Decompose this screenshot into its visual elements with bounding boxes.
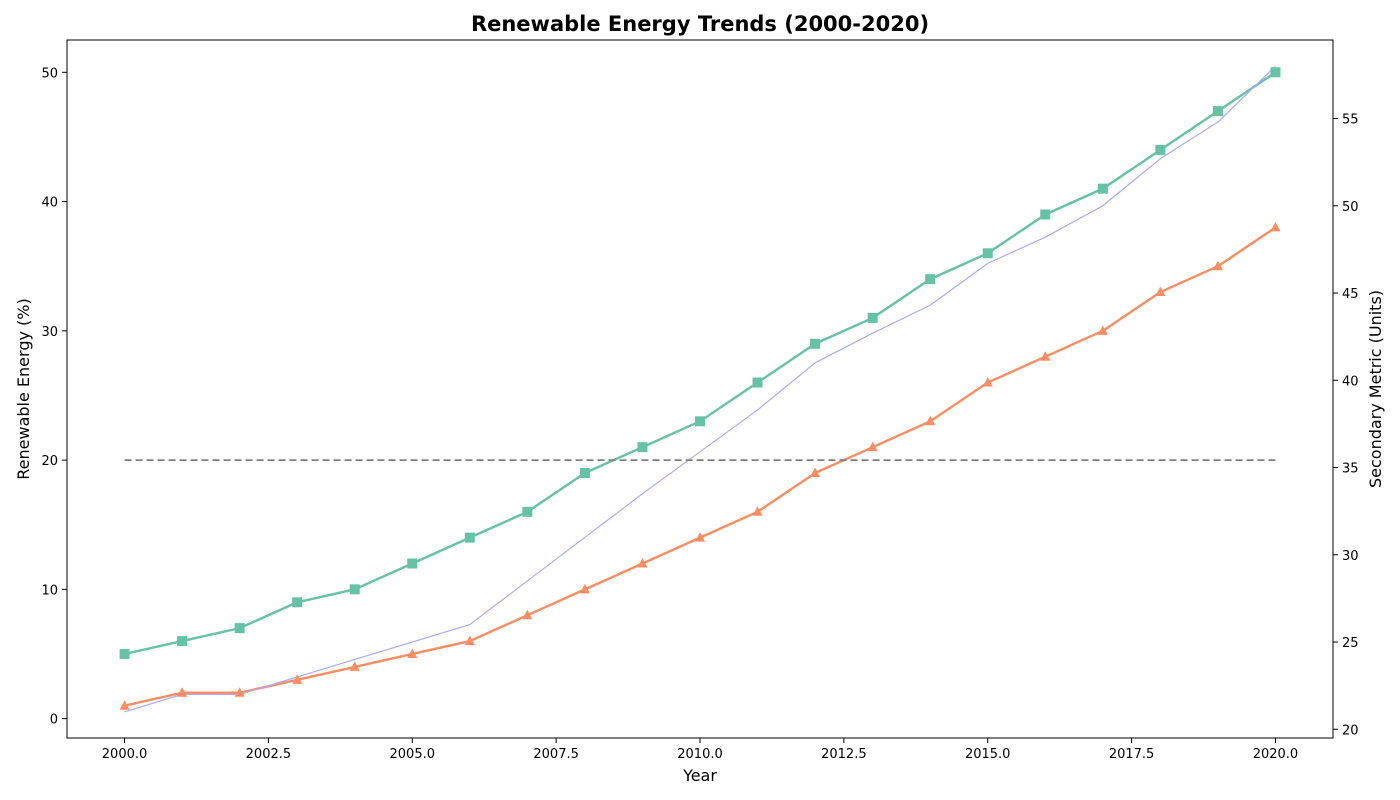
y2-tick-label-4: 40: [1342, 374, 1359, 389]
y-tick-label-2: 20: [41, 454, 58, 469]
y2-tick-label-1: 25: [1342, 636, 1359, 651]
marker-s0-19: [1212, 106, 1223, 117]
marker-s1-5: [407, 648, 418, 658]
marker-s1-17: [1097, 325, 1108, 335]
marker-s0-15: [982, 248, 993, 259]
y2-axis-label: Secondary Metric (Units): [1366, 290, 1385, 488]
marker-s0-20: [1270, 67, 1281, 78]
marker-s1-8: [579, 583, 590, 594]
x-tick-label-8: 2020.0: [1253, 747, 1299, 762]
marker-s1-7: [522, 609, 533, 620]
y-tick-label-1: 10: [41, 583, 58, 598]
marker-s1-6: [464, 635, 475, 646]
marker-s0-1: [177, 636, 188, 647]
marker-s0-7: [522, 506, 533, 517]
x-axis-label: Year: [682, 766, 717, 785]
marker-s0-17: [1097, 183, 1108, 194]
marker-s1-10: [695, 532, 705, 542]
marker-s0-16: [1040, 209, 1051, 220]
marker-s0-5: [407, 558, 418, 569]
y2-tick-label-3: 35: [1342, 462, 1359, 477]
y-ticks: 0 10 20 30 40 50: [41, 66, 67, 728]
series-line-2: [124, 65, 1276, 713]
y2-tick-label-5: 45: [1342, 287, 1359, 302]
y2-tick-label-6: 50: [1342, 200, 1359, 215]
marker-s1-12: [810, 467, 821, 478]
markers: [119, 67, 1281, 710]
marker-s1-4: [349, 661, 360, 671]
y-tick-label-5: 50: [41, 66, 58, 81]
marker-s0-18: [1155, 144, 1166, 155]
x-tick-label-2: 2005.0: [390, 747, 436, 762]
marker-s1-20: [1270, 221, 1281, 232]
marker-s1-9: [637, 558, 648, 568]
marker-s1-13: [867, 441, 878, 452]
y-tick-label-4: 40: [41, 196, 58, 211]
marker-s1-11: [752, 506, 763, 516]
x-tick-label-3: 2007.5: [533, 747, 579, 762]
marker-s1-3: [292, 674, 303, 684]
marker-s0-2: [234, 623, 245, 634]
y2-tick-label-7: 55: [1342, 113, 1359, 128]
x-tick-label-1: 2002.5: [246, 747, 292, 762]
marker-s0-8: [579, 468, 590, 479]
marker-s0-13: [867, 312, 878, 323]
marker-s0-3: [292, 597, 303, 608]
marker-s0-10: [695, 416, 705, 427]
marker-s1-19: [1212, 260, 1223, 271]
marker-s0-9: [637, 442, 648, 453]
marker-s0-12: [810, 338, 821, 349]
y-tick-label-0: 0: [50, 713, 58, 728]
marker-s0-0: [119, 648, 130, 659]
x-tick-label-0: 2000.0: [102, 747, 148, 762]
marker-s0-6: [464, 532, 475, 543]
marker-s0-14: [925, 274, 936, 285]
x-tick-label-7: 2017.5: [1109, 747, 1155, 762]
y2-ticks: 20 25 30 35 40 45 50 55: [1333, 113, 1359, 738]
x-tick-label-4: 2010.0: [677, 747, 723, 762]
chart-title: Renewable Energy Trends (2000-2020): [471, 12, 929, 36]
marker-s1-1: [177, 687, 188, 697]
x-tick-label-5: 2012.5: [821, 747, 867, 762]
y-axis-label: Renewable Energy (%): [14, 298, 33, 479]
marker-s1-14: [925, 415, 936, 426]
marker-s1-16: [1040, 351, 1051, 361]
marker-s0-11: [752, 377, 763, 388]
y2-tick-label-0: 20: [1342, 723, 1359, 738]
y2-tick-label-2: 30: [1342, 549, 1359, 564]
x-ticks: 2000.0 2002.5 2005.0 2007.5 2010.0 2012.5 2015…: [102, 738, 1298, 762]
marker-s0-4: [349, 584, 360, 595]
marker-s1-0: [119, 700, 130, 710]
y-tick-label-3: 30: [41, 325, 58, 340]
marker-s1-15: [982, 377, 993, 387]
x-tick-label-6: 2015.0: [965, 747, 1011, 762]
marker-s1-18: [1155, 286, 1166, 297]
marker-s1-2: [234, 687, 245, 697]
